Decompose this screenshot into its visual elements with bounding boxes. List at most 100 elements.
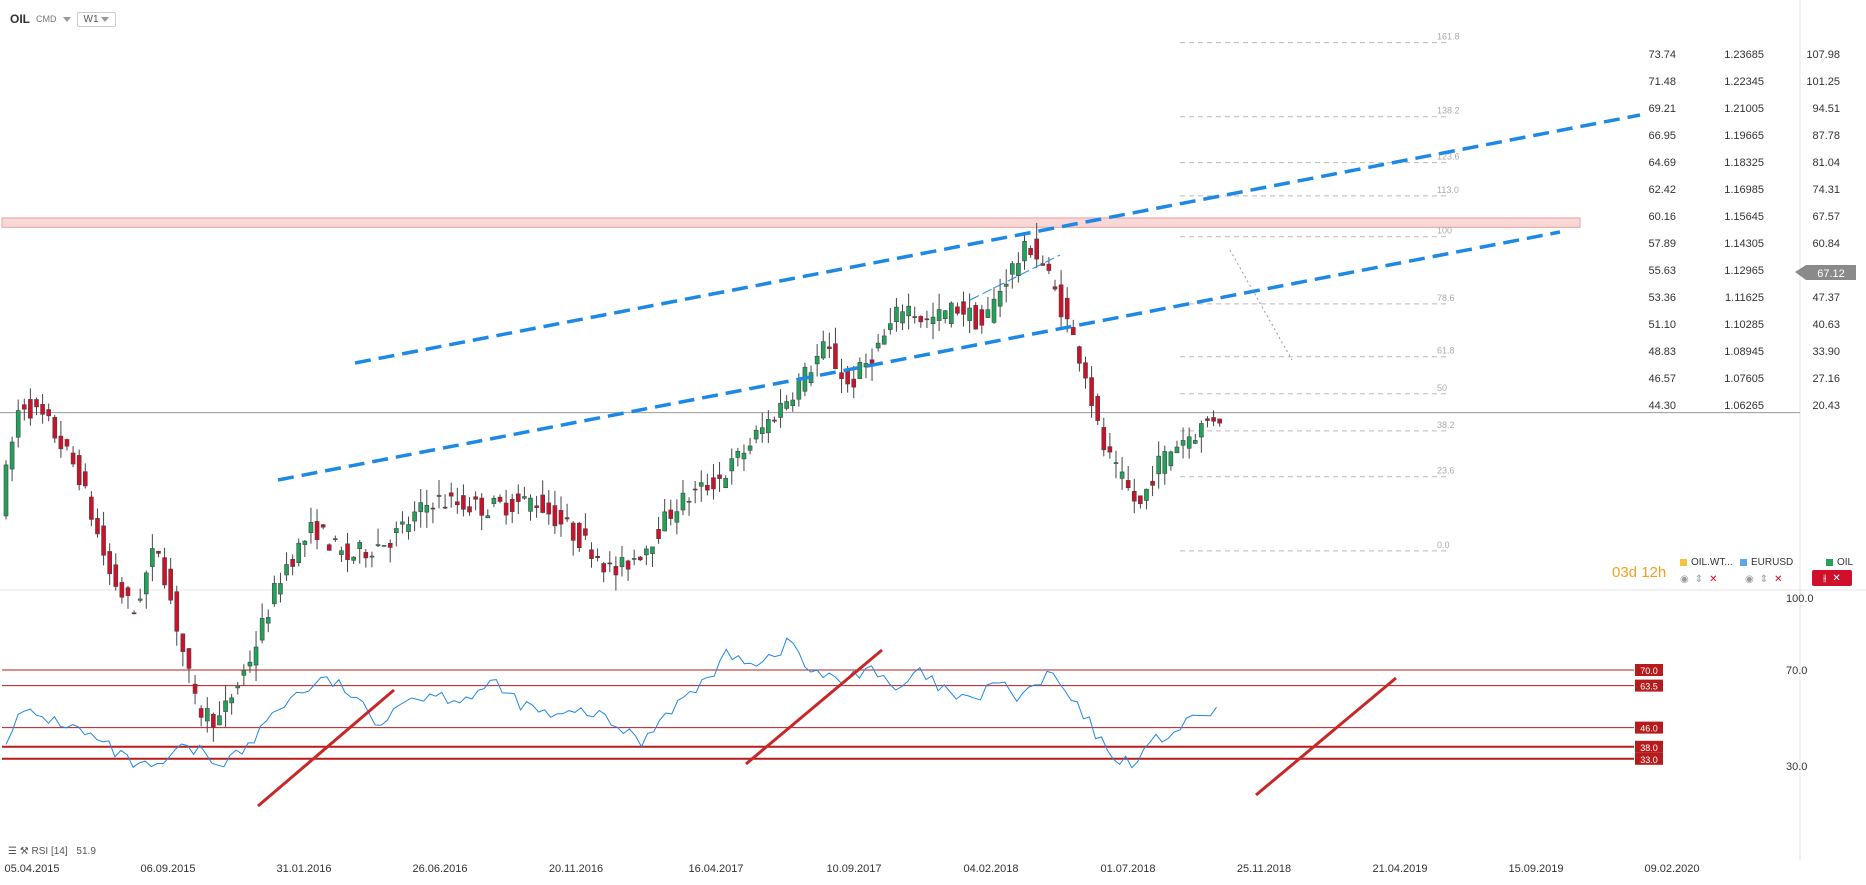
candle-body	[89, 496, 94, 520]
candle-body	[156, 550, 161, 554]
resistance-zone	[1, 217, 1581, 228]
candle-body	[589, 549, 594, 559]
last-price-tag	[1795, 265, 1856, 280]
candle-body	[967, 307, 972, 321]
legend-item-oil[interactable]: OIL	[1826, 557, 1853, 568]
candle-body	[424, 504, 430, 513]
candle-body	[485, 515, 491, 519]
candle-body	[235, 685, 241, 689]
legend-label: EURUSD	[1751, 557, 1794, 568]
candle-body	[1150, 480, 1155, 486]
candle-body	[1028, 248, 1033, 256]
candle-body	[1089, 377, 1094, 407]
rsi-name: RSI [14]	[31, 846, 68, 857]
candle-body	[1119, 471, 1125, 479]
candle-body	[1180, 440, 1186, 446]
candle-body	[583, 528, 588, 536]
candle-body	[570, 522, 576, 541]
candle-body	[412, 511, 417, 522]
price-tick-oil: 71.48	[1648, 76, 1676, 88]
price-tick-oilwti: 81.04	[1812, 157, 1840, 169]
price-tick-oilwti: 40.63	[1812, 319, 1840, 331]
candle-body	[814, 355, 820, 365]
candle-body	[1101, 427, 1107, 451]
price-tick-eurusd: 1.22345	[1724, 76, 1764, 88]
sort-icon[interactable]: ⇕	[1694, 574, 1704, 585]
candle-body	[1162, 451, 1168, 474]
eye-icon[interactable]: ◉	[1680, 574, 1689, 585]
candle-body	[839, 372, 844, 380]
candle-body	[979, 309, 985, 326]
fib-label: 23.6	[1437, 466, 1455, 476]
symbol-label[interactable]: OIL	[10, 12, 30, 26]
candle-body	[515, 493, 521, 502]
chart-toolbar: OIL CMD W1	[10, 9, 117, 29]
price-tick-oilwti: 101.25	[1806, 76, 1840, 88]
candle-body	[1125, 480, 1131, 489]
candle-body	[394, 528, 399, 533]
fib-label: 100	[1437, 226, 1452, 236]
candle-body	[674, 511, 680, 523]
legend-label: OIL.WT...	[1691, 557, 1733, 568]
candle-body	[296, 542, 302, 563]
fib-label: 138.2	[1437, 106, 1460, 116]
price-tick-eurusd: 1.19665	[1724, 130, 1764, 142]
candle-body	[436, 495, 442, 497]
candle-body	[107, 551, 112, 575]
candle-body	[278, 583, 283, 595]
legend-item-eurusd[interactable]: EURUSD	[1740, 557, 1793, 568]
candle-body	[534, 505, 539, 508]
oilwti-controls: ◉ ⇕ ✕	[1680, 574, 1718, 585]
menu-icon[interactable]: ☰	[8, 846, 17, 857]
price-tick-eurusd: 1.11625	[1725, 292, 1764, 304]
candle-body	[528, 497, 533, 512]
candles-icon: ⫲	[1823, 572, 1827, 584]
candle-body	[229, 697, 234, 704]
candle-body	[1058, 284, 1064, 318]
candle-body	[924, 318, 930, 321]
candlestick-series	[3, 222, 1222, 742]
candle-body	[168, 568, 173, 601]
chevron-down-icon[interactable]	[62, 16, 71, 22]
candle-body	[119, 582, 125, 598]
legend-swatch	[1740, 559, 1747, 566]
price-tick-oilwti: 27.16	[1812, 373, 1840, 385]
candle-body	[1022, 241, 1027, 262]
candle-body	[357, 542, 363, 550]
candle-body	[113, 564, 119, 587]
timeframe-select[interactable]: W1	[76, 11, 117, 27]
fib-label: 50	[1437, 383, 1447, 393]
rsi-label: ☰ ⚒ RSI [14] 51.9	[8, 846, 96, 857]
candle-body	[942, 310, 948, 319]
candle-body	[345, 543, 350, 561]
channel-line	[277, 230, 1561, 482]
eye-icon[interactable]: ◉	[1745, 574, 1754, 585]
candle-body	[564, 517, 570, 520]
price-tick-oil: 57.89	[1648, 238, 1676, 250]
candle-body	[729, 458, 735, 472]
candle-body	[247, 661, 253, 667]
close-icon[interactable]: ✕	[1832, 572, 1841, 584]
price-tick-oilwti: 107.98	[1806, 49, 1840, 61]
price-tick-oilwti: 87.78	[1812, 130, 1840, 142]
close-icon[interactable]: ✕	[1709, 574, 1718, 585]
legend-item-oilwti[interactable]: OIL.WT...	[1680, 557, 1733, 568]
candle-body	[949, 302, 954, 324]
candle-body	[131, 612, 137, 615]
close-icon[interactable]: ✕	[1774, 574, 1783, 585]
candle-body	[735, 450, 741, 458]
candle-body	[997, 290, 1003, 307]
price-tick-oil: 73.74	[1648, 49, 1676, 61]
candle-body	[1205, 418, 1210, 421]
sort-icon[interactable]: ⇕	[1759, 574, 1769, 585]
price-tick-oilwti: 67.57	[1812, 211, 1840, 223]
candle-body	[930, 316, 936, 324]
candle-body	[1186, 436, 1192, 449]
oil-series-button[interactable]: ⫲ ✕	[1812, 570, 1852, 586]
rsi-level-tag	[1635, 721, 1663, 734]
settings-icon[interactable]: ⚒	[19, 846, 29, 857]
price-tick-eurusd: 1.14305	[1724, 238, 1764, 250]
channel-line	[354, 113, 1641, 365]
candle-body	[290, 558, 295, 567]
